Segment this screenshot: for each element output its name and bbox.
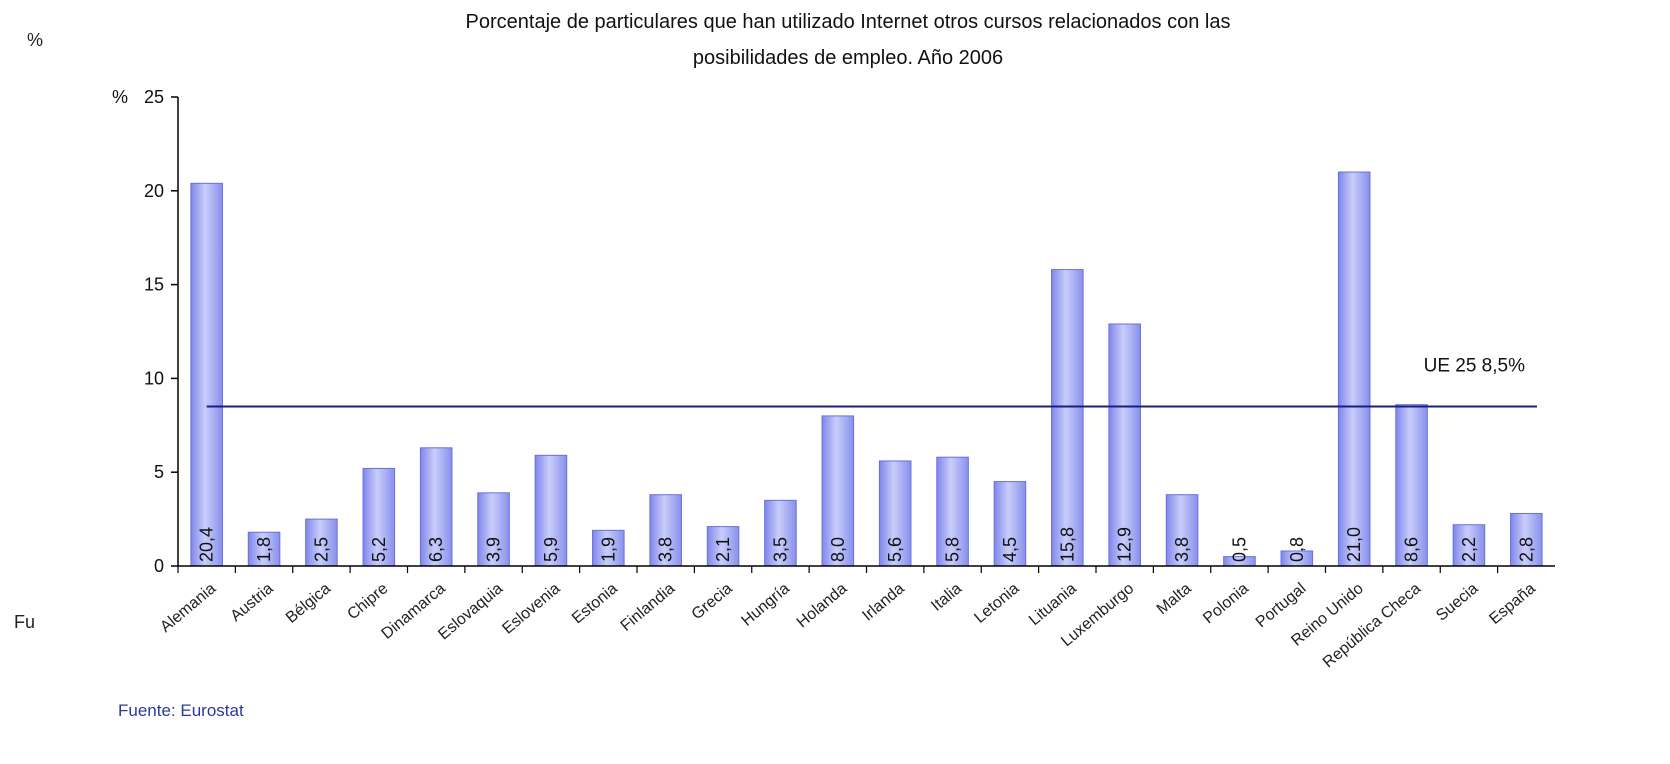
- bar: [1452, 524, 1486, 567]
- category-label: Grecia: [689, 580, 736, 623]
- category-label: Italia: [928, 580, 965, 615]
- value-label: 0,8: [1287, 537, 1307, 562]
- y-tick-label: 15: [144, 275, 164, 295]
- category-label: Letonia: [971, 580, 1022, 627]
- bar: [362, 467, 396, 567]
- bar: [1108, 323, 1141, 567]
- bar: [247, 531, 281, 567]
- value-label: 3,9: [484, 537, 504, 562]
- value-label: 6,3: [426, 537, 446, 562]
- category-label: Portugal: [1253, 580, 1310, 631]
- category-label: Malta: [1154, 580, 1195, 618]
- value-label: 2,2: [1459, 537, 1479, 562]
- bar: [1051, 269, 1084, 567]
- value-label: 20,4: [197, 527, 217, 562]
- eu-reference-label: UE 25 8,5%: [1424, 356, 1525, 377]
- value-label: 5,8: [943, 537, 963, 562]
- category-label: Irlanda: [859, 580, 907, 625]
- value-label: 8,6: [1402, 537, 1422, 562]
- bar: [821, 415, 855, 567]
- value-label: 5,2: [369, 537, 389, 562]
- y-axis-ticks: 0 5 10 15 20 25: [144, 87, 178, 576]
- value-label: 5,6: [885, 537, 905, 562]
- category-labels: Alemania Austria Bélgica ChipreDinamarcaEsl…: [157, 580, 1539, 671]
- value-label: 12,9: [1115, 527, 1135, 562]
- category-label: República Checa: [1320, 580, 1424, 671]
- category-label: Holanda: [794, 580, 851, 631]
- category-label: Lituania: [1026, 580, 1080, 629]
- value-label: 3,8: [1172, 537, 1192, 562]
- bar: [649, 494, 682, 567]
- bar: [764, 499, 797, 567]
- value-label: 4,5: [1000, 537, 1020, 562]
- bar: [993, 481, 1027, 567]
- y-tick-label: 0: [154, 556, 164, 576]
- value-label: 3,8: [656, 537, 676, 562]
- value-label: 21,0: [1344, 527, 1364, 562]
- value-label: 1,8: [254, 537, 274, 562]
- category-label: España: [1486, 580, 1539, 628]
- category-label: Bélgica: [283, 580, 334, 627]
- category-label: Estonia: [569, 580, 621, 627]
- chart-title-line-2: posibilidades de empleo. Año 2006: [693, 47, 1003, 69]
- value-label: 5,9: [541, 537, 561, 562]
- value-label: 2,5: [311, 537, 331, 562]
- bar: [1337, 171, 1371, 567]
- category-label: Hungría: [738, 580, 793, 630]
- value-label: 1,9: [598, 537, 618, 562]
- category-label: Austria: [228, 580, 277, 625]
- category-label: Finlandia: [618, 580, 679, 635]
- bar: [878, 460, 912, 567]
- bar: [477, 492, 510, 567]
- category-label: Alemania: [157, 580, 219, 636]
- bar: [190, 182, 223, 567]
- value-label: 3,5: [770, 537, 790, 562]
- bar: [305, 518, 338, 567]
- bar: [936, 456, 969, 567]
- y-tick-label: 20: [144, 181, 164, 201]
- chart-title-line-1: Porcentaje de particulares que han utili…: [466, 11, 1231, 33]
- category-label: Eslovenia: [499, 580, 563, 638]
- value-labels: 20,4 1,8 2,5 5,2 6,3 3,9 5,9 1,9 3,8 2,1 3,5 8,0 5,6…: [197, 527, 1537, 562]
- bars: [177, 171, 1543, 573]
- category-label: Eslovaquia: [435, 580, 506, 643]
- value-label: 0,5: [1229, 537, 1249, 562]
- y-tick-label: 25: [144, 87, 164, 107]
- source-note: Fuente: Eurostat: [118, 701, 244, 720]
- y-tick-label: 10: [144, 368, 164, 388]
- bar: [706, 526, 740, 567]
- category-label: Polonia: [1200, 580, 1252, 627]
- value-label: 2,8: [1516, 537, 1536, 562]
- value-label: 15,8: [1057, 527, 1077, 562]
- y-axis-unit-label: %: [112, 87, 128, 107]
- bar: [1165, 494, 1199, 567]
- category-label: Suecia: [1433, 580, 1481, 625]
- source-fragment-left: Fu: [14, 612, 36, 632]
- y-tick-label: 5: [154, 462, 164, 482]
- value-label: 8,0: [828, 537, 848, 562]
- bar: [534, 454, 568, 567]
- percent-label-top-left: %: [27, 30, 44, 50]
- value-label: 2,1: [713, 537, 733, 562]
- category-label: Chipre: [344, 580, 391, 623]
